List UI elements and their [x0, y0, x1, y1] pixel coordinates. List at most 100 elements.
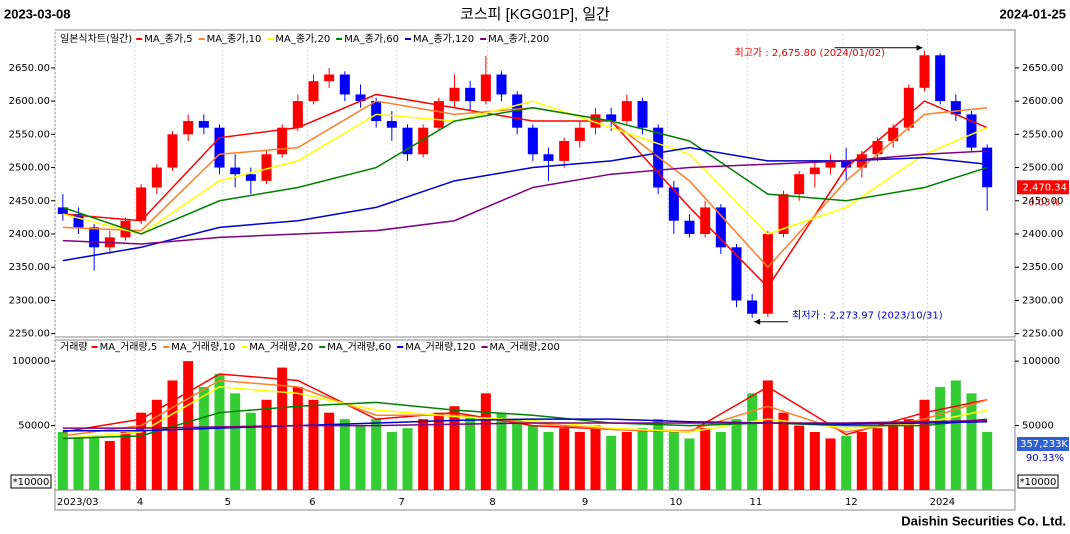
- price-change: 0.03%: [1028, 197, 1060, 208]
- candle-body: [778, 194, 789, 235]
- candle-body: [527, 127, 538, 155]
- candle-body: [606, 114, 617, 122]
- volume-bar: [684, 438, 695, 490]
- volume-bar: [903, 419, 914, 490]
- candle-body: [167, 134, 178, 168]
- candle-body: [324, 74, 335, 82]
- ma-line: [62, 150, 988, 245]
- volume-bar: [809, 432, 820, 490]
- volume-bar: [715, 432, 726, 490]
- legend-label: MA_종가,60: [344, 33, 399, 45]
- y-tick-label: 2350.00: [1022, 262, 1063, 273]
- legend-label: MA_종가,10: [207, 33, 262, 45]
- legend-label: MA_거래량,20: [249, 341, 313, 353]
- ma-line: [62, 373, 988, 436]
- ma-line: [62, 106, 988, 235]
- x-tick-label: 11: [749, 497, 762, 508]
- candle-body: [89, 227, 100, 248]
- candle-body: [339, 74, 350, 95]
- end-date: 2024-01-25: [1000, 6, 1067, 21]
- y-tick-label: 2250.00: [1022, 329, 1063, 340]
- volume-bar: [230, 393, 241, 490]
- y-tick-label: 2300.00: [9, 295, 50, 306]
- volume-bar: [527, 425, 538, 490]
- x-tick-label: 6: [309, 497, 315, 508]
- volume-bar: [183, 361, 194, 490]
- x-tick-label: 2023/03: [57, 497, 99, 508]
- volume-bar: [120, 432, 131, 490]
- candle-body: [57, 207, 68, 215]
- candle-body: [151, 167, 162, 188]
- volume-bar: [653, 419, 664, 490]
- candle-body: [841, 160, 852, 168]
- candle-body: [245, 174, 256, 181]
- volume-bar: [919, 399, 930, 490]
- chart-title: 코스피 [KGG01P], 일간: [460, 6, 610, 23]
- candle-body: [731, 247, 742, 301]
- candle-body: [919, 55, 930, 88]
- candle-body: [621, 101, 632, 122]
- volume-bar: [825, 438, 836, 490]
- candle-body: [950, 101, 961, 115]
- candle-body: [966, 114, 977, 148]
- volume-bar: [214, 374, 225, 490]
- volume-bar: [292, 386, 303, 490]
- y-tick-label: 2400.00: [9, 229, 50, 240]
- volume-bar: [57, 432, 68, 490]
- candle-body: [73, 214, 84, 228]
- start-date: 2023-03-08: [4, 6, 71, 21]
- volume-bar: [355, 425, 366, 490]
- volume-bar: [982, 432, 993, 490]
- ma-line: [62, 419, 988, 429]
- volume-bar: [324, 412, 335, 490]
- last-price: 2,470.34: [1022, 182, 1067, 193]
- candle-body: [903, 87, 914, 128]
- legend-label: MA_종가,20: [275, 33, 330, 45]
- candle-body: [574, 127, 585, 141]
- candle-body: [496, 74, 507, 95]
- unit-box: [10, 474, 52, 489]
- candle-body: [214, 127, 225, 168]
- volume-bar: [637, 428, 648, 490]
- candle-body: [183, 121, 194, 135]
- volume-bar: [841, 435, 852, 490]
- unit-label: *10000: [13, 477, 50, 488]
- annotation: 최고가 : 2,675.80 (2024/01/02): [735, 47, 886, 59]
- candle-body: [465, 87, 476, 102]
- volume-bar: [308, 399, 319, 490]
- volume-bar: [747, 393, 758, 490]
- volume-bar: [668, 432, 679, 490]
- footer: Daishin Securities Co. Ltd.: [901, 513, 1066, 528]
- y-tick-label: 2650.00: [1022, 63, 1063, 74]
- volume-bar: [73, 438, 84, 490]
- volume-bar: [418, 419, 429, 490]
- legend-label: MA_거래량,10: [171, 341, 235, 353]
- candle-body: [371, 101, 382, 122]
- y-tick-label: 2250.00: [9, 329, 50, 340]
- y-tick-label: 2300.00: [1022, 295, 1063, 306]
- candle-body: [668, 187, 679, 221]
- volume-bar: [778, 412, 789, 490]
- y-tick-label: 2650.00: [9, 63, 50, 74]
- volume-bar: [935, 386, 946, 490]
- candle-body: [809, 167, 820, 175]
- volume-bar: [402, 428, 413, 490]
- legend-label: MA_거래량,5: [100, 341, 158, 353]
- volume-bar: [559, 428, 570, 490]
- candle-body: [418, 127, 429, 155]
- y-tick-label: 2450.00: [1022, 196, 1063, 207]
- volume-bar: [856, 432, 867, 490]
- ma-line: [62, 386, 988, 440]
- x-tick-label: 2024: [930, 497, 955, 508]
- x-tick-label: 7: [399, 497, 405, 508]
- candle-body: [543, 154, 554, 161]
- candle-body: [684, 220, 695, 235]
- legend-title: 일본식차트(일간): [60, 33, 132, 45]
- y-tick-label: 2500.00: [9, 163, 50, 174]
- volume-change: 90.33%: [1026, 453, 1064, 464]
- candle-body: [700, 207, 711, 235]
- candle-body: [762, 234, 773, 314]
- last-price-box: [1017, 180, 1069, 195]
- volume-bar: [245, 412, 256, 490]
- ma-line: [62, 100, 988, 235]
